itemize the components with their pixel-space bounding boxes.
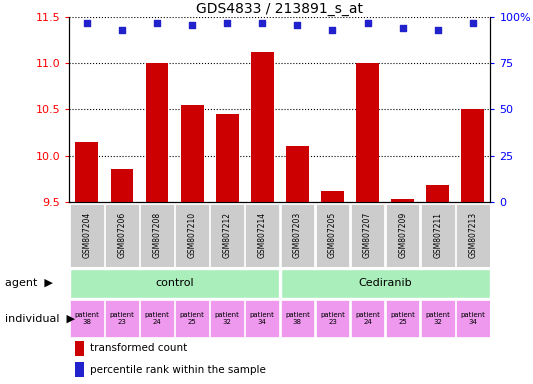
Text: patient
38: patient 38 (75, 312, 99, 325)
Bar (216, 114, 239, 202)
Text: patient
25: patient 25 (390, 312, 415, 325)
Point (433, 27, 442, 33)
Text: GSM807206: GSM807206 (117, 212, 126, 258)
Bar (146, 63, 168, 202)
Text: GSM807212: GSM807212 (223, 212, 232, 258)
Text: GSM807205: GSM807205 (328, 212, 337, 258)
Text: patient
38: patient 38 (285, 312, 310, 325)
Text: agent  ▶: agent ▶ (5, 278, 53, 288)
Bar (245, 300, 279, 337)
Bar (251, 52, 273, 202)
Bar (105, 300, 139, 337)
Bar (456, 204, 490, 267)
Bar (351, 204, 384, 267)
Bar (321, 190, 344, 202)
Bar (280, 268, 490, 298)
Text: GSM807209: GSM807209 (398, 212, 407, 258)
Point (188, 22, 196, 28)
Text: patient
24: patient 24 (144, 312, 169, 325)
Bar (286, 146, 309, 202)
Text: patient
25: patient 25 (180, 312, 205, 325)
Text: GSM807207: GSM807207 (363, 212, 372, 258)
Text: GSM807203: GSM807203 (293, 212, 302, 258)
Bar (421, 204, 455, 267)
Bar (211, 300, 244, 337)
Bar (110, 169, 133, 202)
Bar (462, 109, 484, 202)
Text: GSM807214: GSM807214 (258, 212, 267, 258)
Bar (386, 204, 419, 267)
Text: GSM807211: GSM807211 (433, 212, 442, 258)
Bar (175, 204, 209, 267)
Text: GSM807204: GSM807204 (82, 212, 91, 258)
Text: patient
34: patient 34 (250, 312, 274, 325)
Bar (245, 204, 279, 267)
Text: patient
24: patient 24 (355, 312, 380, 325)
Bar (456, 300, 490, 337)
Bar (175, 300, 209, 337)
Bar (211, 204, 244, 267)
Point (223, 20, 231, 26)
Bar (356, 63, 379, 202)
Bar (316, 204, 349, 267)
Text: individual  ▶: individual ▶ (5, 314, 75, 324)
Bar (316, 300, 349, 337)
Point (118, 27, 126, 33)
Bar (105, 204, 139, 267)
Text: transformed count: transformed count (90, 343, 187, 354)
Bar (351, 300, 384, 337)
Bar (75, 362, 84, 377)
Bar (76, 142, 98, 202)
Text: patient
23: patient 23 (109, 312, 134, 325)
Point (398, 25, 407, 31)
Point (328, 27, 337, 33)
Text: GSM807210: GSM807210 (188, 212, 197, 258)
Bar (280, 300, 314, 337)
Text: patient
23: patient 23 (320, 312, 345, 325)
Bar (426, 185, 449, 202)
Text: percentile rank within the sample: percentile rank within the sample (90, 364, 265, 375)
Bar (140, 204, 174, 267)
Bar (140, 300, 174, 337)
Bar (181, 105, 204, 202)
Bar (70, 268, 279, 298)
Bar (75, 341, 84, 356)
Bar (70, 204, 104, 267)
Point (258, 20, 266, 26)
Bar (391, 199, 414, 202)
Text: patient
34: patient 34 (461, 312, 485, 325)
Text: Cediranib: Cediranib (358, 278, 412, 288)
Text: patient
32: patient 32 (215, 312, 240, 325)
Text: control: control (155, 278, 194, 288)
Text: GSM807208: GSM807208 (152, 212, 161, 258)
Text: patient
32: patient 32 (425, 312, 450, 325)
Point (293, 22, 302, 28)
Bar (421, 300, 455, 337)
Point (83, 20, 91, 26)
Point (469, 20, 477, 26)
Point (153, 20, 161, 26)
Title: GDS4833 / 213891_s_at: GDS4833 / 213891_s_at (196, 2, 364, 16)
Bar (386, 300, 419, 337)
Bar (280, 204, 314, 267)
Point (364, 20, 372, 26)
Bar (70, 300, 104, 337)
Text: GSM807213: GSM807213 (469, 212, 478, 258)
